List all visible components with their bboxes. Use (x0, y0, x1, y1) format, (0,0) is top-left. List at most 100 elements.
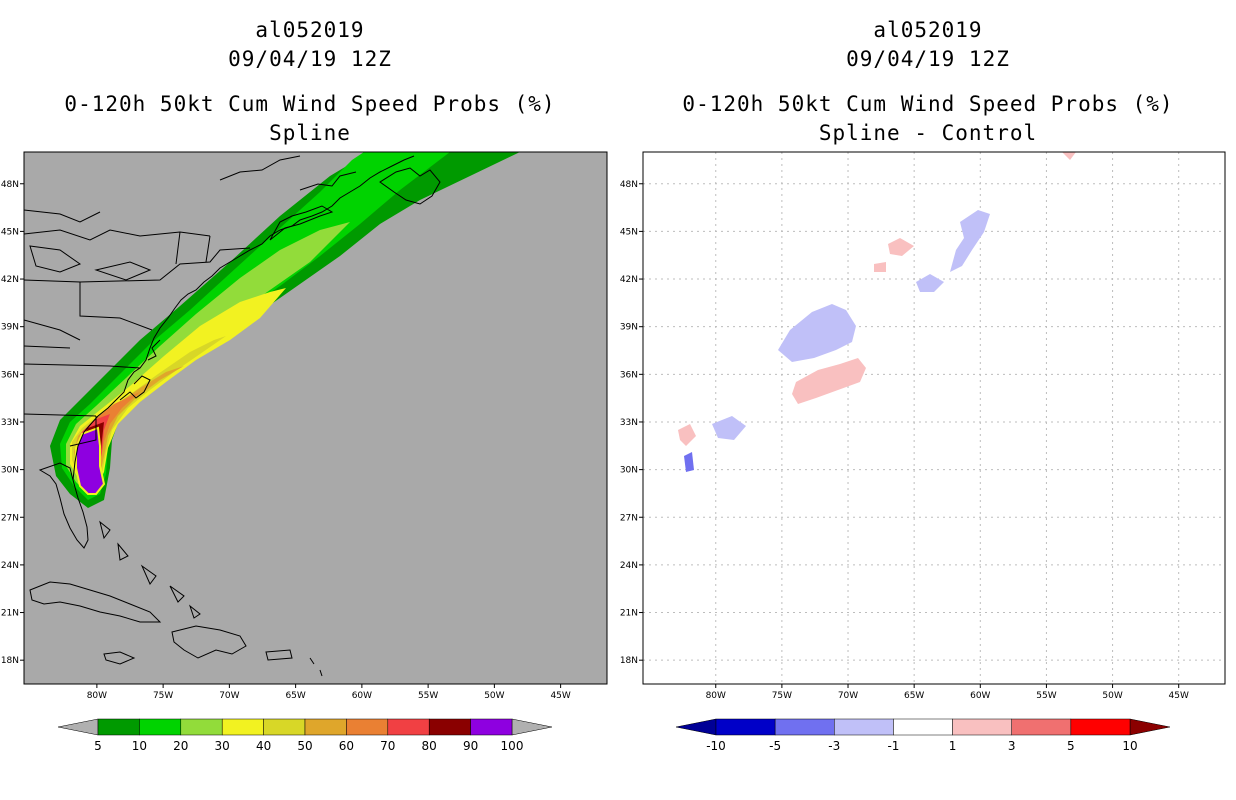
lat-tick-label: 39N (620, 323, 638, 333)
lon-tick-label: 50W (1102, 691, 1122, 701)
lat-tick-label: 36N (620, 370, 638, 380)
colorbar-swatch (1070, 718, 1131, 736)
colorbar-swatch (97, 718, 140, 736)
lon-tick-label: 80W (706, 691, 726, 701)
lon-tick-label: 55W (1036, 691, 1056, 701)
colorbar-swatch (774, 718, 835, 736)
lat-tick-label: 24N (1, 561, 19, 571)
lat-tick-label: 21N (1, 609, 19, 619)
lon-tick-label: 75W (153, 691, 173, 701)
colorbar-swatch (221, 718, 264, 736)
lon-tick-label: 45W (1169, 691, 1189, 701)
lat-tick-label: 18N (1, 656, 19, 666)
colorbar-swatch (180, 718, 223, 736)
colorbar-swatch (834, 718, 894, 736)
colorbar-label: 80 (422, 739, 437, 753)
lat-tick-label: 21N (620, 609, 638, 619)
colorbar-label: 10 (1122, 739, 1137, 753)
lat-tick-label: 30N (1, 466, 19, 476)
diff-negative-area-4 (712, 416, 746, 440)
lon-tick-label: 70W (219, 691, 239, 701)
colorbar-swatch (304, 718, 347, 736)
left-axis-ticks: 80W 75W 70W 65W 60W 55W 50W 45W 48N 45N 42N 39N 36N 3… (1, 180, 571, 701)
lon-tick-label: 75W (772, 691, 792, 701)
lat-tick-label: 39N (1, 323, 19, 333)
lon-tick-label: 70W (838, 691, 858, 701)
left-product: 0-120h 50kt Cum Wind Speed Probs (%) (64, 92, 556, 116)
lat-tick-label: 27N (1, 513, 19, 523)
colorbar-high-arrow (1129, 718, 1171, 736)
diff-positive-area-4 (678, 424, 696, 446)
diff-negative-area-2 (950, 210, 990, 272)
lon-tick-label: 65W (285, 691, 305, 701)
lat-tick-label: 30N (620, 466, 638, 476)
diff-positive-area-3 (874, 262, 886, 272)
lon-tick-label: 80W (87, 691, 107, 701)
diff-negative-area-3 (916, 274, 944, 292)
left-panel-title: al052019 09/04/19 12Z 0-120h 50kt Cum Wi… (10, 16, 610, 148)
lon-tick-label: 55W (418, 691, 438, 701)
lat-tick-label: 45N (620, 227, 638, 237)
lon-tick-label: 65W (904, 691, 924, 701)
colorbar-label: 1 (949, 739, 957, 753)
lat-tick-label: 24N (620, 561, 638, 571)
colorbar-label: 30 (215, 739, 230, 753)
colorbar-label: 3 (1008, 739, 1016, 753)
lat-tick-label: 33N (1, 418, 19, 428)
right-axis-ticks: 80W 75W 70W 65W 60W 55W 50W 45W 48N 45N 42N 39N 36N 3… (620, 180, 1189, 701)
right-map-panel: 80W 75W 70W 65W 60W 55W 50W 45W 48N 45N 42N 39N 36N 3… (620, 151, 1226, 701)
colorbar-label: 70 (380, 739, 395, 753)
colorbar-label: -1 (887, 739, 899, 753)
colorbar-label: 5 (1067, 739, 1075, 753)
colorbar-label: -10 (706, 739, 726, 753)
colorbar-swatch (893, 718, 953, 736)
colorbar-high-arrow (511, 718, 553, 736)
left-datetime: 09/04/19 12Z (228, 47, 392, 71)
right-map-frame (642, 151, 1226, 685)
colorbar-swatch (715, 718, 776, 736)
colorbar-label: 50 (297, 739, 312, 753)
lon-tick-label: 60W (352, 691, 372, 701)
diff-negative-area-5 (684, 452, 694, 472)
right-difference-field (678, 152, 1076, 472)
diff-positive-area-5 (1062, 152, 1076, 160)
lon-tick-label: 50W (484, 691, 504, 701)
colorbar-swatch (263, 718, 306, 736)
left-map-panel: 80W 75W 70W 65W 60W 55W 50W 45W 48N 45N 42N 39N 36N 3… (1, 151, 608, 701)
colorbar-label: 60 (339, 739, 354, 753)
right-storm-id: al052019 (873, 18, 983, 42)
lat-tick-label: 42N (1, 275, 19, 285)
colorbar-label: 5 (94, 739, 102, 753)
right-map-background (643, 152, 1225, 684)
colorbar-swatch (428, 718, 471, 736)
colorbar-label: 40 (256, 739, 271, 753)
diff-positive-area-1 (792, 358, 866, 404)
lon-tick-label: 60W (970, 691, 990, 701)
right-datetime: 09/04/19 12Z (846, 47, 1010, 71)
colorbar-swatch (1011, 718, 1072, 736)
diff-negative-area-1 (778, 304, 856, 362)
right-product: 0-120h 50kt Cum Wind Speed Probs (%) (682, 92, 1174, 116)
left-map-frame (23, 151, 608, 685)
colorbar-label: 100 (501, 739, 524, 753)
right-panel-title: al052019 09/04/19 12Z 0-120h 50kt Cum Wi… (628, 16, 1228, 148)
lat-tick-label: 48N (620, 180, 638, 190)
colorbar-label: -3 (828, 739, 840, 753)
left-method: Spline (269, 121, 351, 145)
lat-tick-label: 48N (1, 180, 19, 190)
lat-tick-label: 42N (620, 275, 638, 285)
right-method: Spline - Control (818, 121, 1038, 145)
colorbar-low-arrow (675, 718, 717, 736)
lon-tick-label: 45W (550, 691, 570, 701)
colorbar-label: 90 (463, 739, 478, 753)
lat-tick-label: 27N (620, 513, 638, 523)
colorbar-swatch (139, 718, 182, 736)
colorbar-swatch (952, 718, 1012, 736)
colorbar-low-arrow (57, 718, 99, 736)
colorbar-swatch (470, 718, 513, 736)
colorbar-swatch (387, 718, 430, 736)
left-colorbar: 5 10 20 30 40 50 60 70 80 90 100 (57, 718, 553, 753)
colorbar-label: 20 (173, 739, 188, 753)
lat-tick-label: 45N (1, 227, 19, 237)
